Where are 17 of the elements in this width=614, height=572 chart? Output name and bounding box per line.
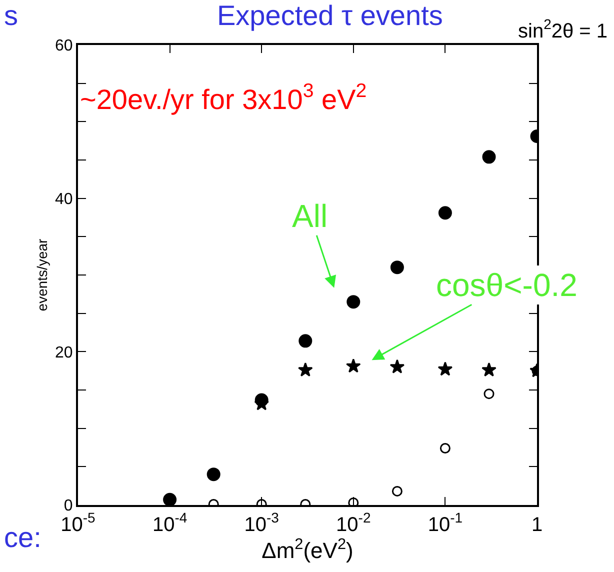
y-tick-label: 20 (55, 344, 73, 362)
y-tick-label: 60 (55, 38, 73, 55)
annotation: ~20ev./yr for 3x10$^{3}$ eV$^{2}$ (80, 80, 367, 115)
annotation: All (292, 198, 328, 234)
x-tick-label: 10$^{-4}$ (152, 510, 188, 536)
x-tick-label: 10$^{-2}$ (336, 510, 371, 536)
y-tick-label: 40 (55, 190, 73, 208)
chart-title: Expected τ events (217, 0, 443, 31)
text: ce: (4, 522, 42, 553)
annotation: cosθ<-0.2 (436, 267, 578, 303)
x-tick-label: 1 (531, 514, 543, 536)
x-tick-label: 10$^{-3}$ (244, 510, 280, 536)
chart-subtitle: sin$^{2}$2θ = 1 (518, 16, 608, 42)
text: s (4, 0, 18, 31)
x-axis-title: Δm$^{2}$(eV$^{2}$) (262, 536, 354, 564)
y-axis-title: events/year (34, 238, 50, 312)
x-tick-label: 10$^{-1}$ (428, 510, 463, 536)
